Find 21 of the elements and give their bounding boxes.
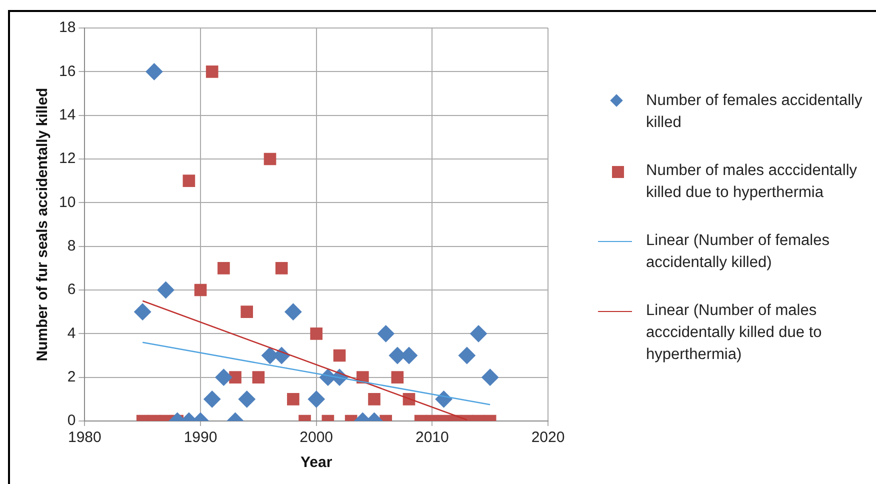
legend-label: Number of females accidentally killed <box>646 92 862 131</box>
legend-label: Number of males acccidentally killed due to hyperthermia <box>646 162 858 201</box>
x-tick-label: 2020 <box>531 429 565 446</box>
y-tick-label: 18 <box>58 19 76 36</box>
y-tick-label: 16 <box>58 62 76 80</box>
y-tick-label: 12 <box>58 150 76 168</box>
y-tick-label: 14 <box>58 106 76 124</box>
x-axis-title: Year <box>300 454 332 472</box>
x-tick-label: 2000 <box>300 429 334 446</box>
x-tick-label: 1980 <box>68 429 102 446</box>
x-tick-label: 2010 <box>415 429 449 446</box>
legend-label: Linear (Number of males acccidentally killed due to hyperthermia) <box>646 302 822 363</box>
y-tick-label: 6 <box>67 281 76 298</box>
y-tick-label: 0 <box>67 412 76 430</box>
y-tick-label: 8 <box>67 237 76 254</box>
y-axis-title: Number of fur seals accidentally killed <box>34 88 52 362</box>
y-tick-label: 2 <box>67 368 76 386</box>
x-tick-label: 1990 <box>184 429 218 446</box>
y-tick-label: 10 <box>58 194 76 211</box>
y-tick-label: 4 <box>67 324 76 342</box>
legend-label: Linear (Number of females accidentally killed) <box>646 232 830 271</box>
